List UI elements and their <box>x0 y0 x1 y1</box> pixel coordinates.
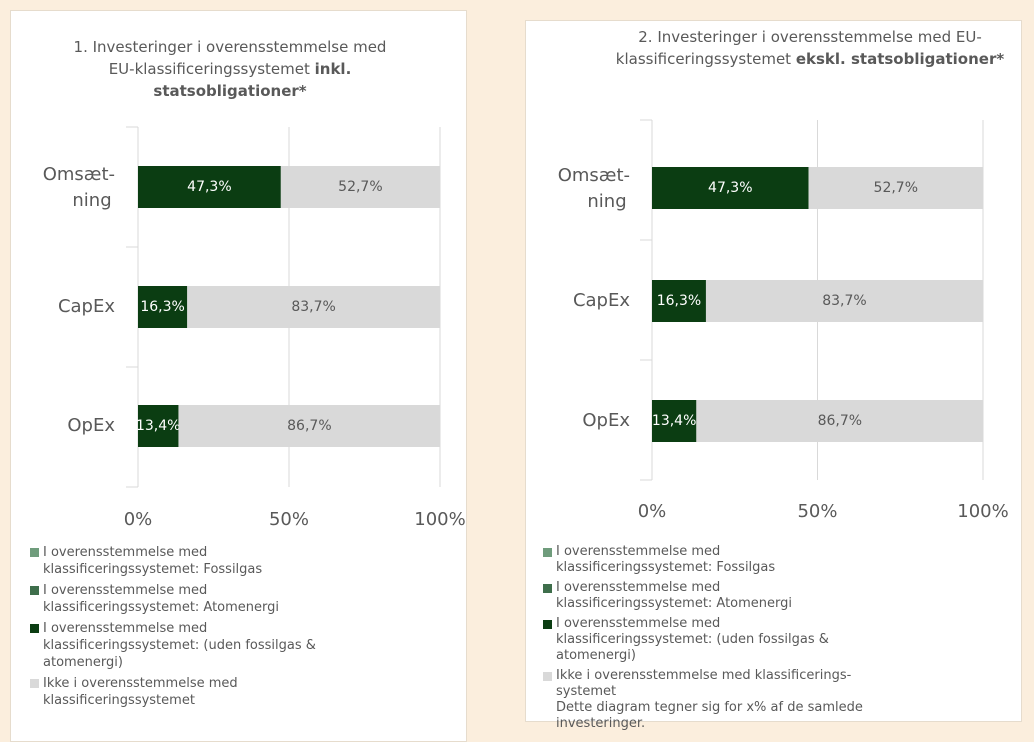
legend-label: I overensstemmelse med klassificeringssy… <box>556 544 776 575</box>
data-label: 16,3% <box>657 293 701 309</box>
data-label: 86,7% <box>287 418 331 434</box>
legend-label: Ikke i overensstemmelse med klassificeri… <box>556 668 852 699</box>
chart-title: 2. Investeringer i overensstemmelse med … <box>600 26 1020 70</box>
data-label: 47,3% <box>187 179 231 195</box>
legend-swatch <box>30 624 39 633</box>
x-tick-label: 100% <box>957 501 1008 522</box>
legend-swatch <box>30 586 39 595</box>
x-tick-label: 50% <box>269 509 309 530</box>
y-tick-label: CapEx <box>573 290 630 311</box>
legend-label: I overensstemmelse med klassificeringssy… <box>556 580 793 611</box>
bar-segment <box>178 405 441 447</box>
legend-label: I overensstemmelse med klassificeringssy… <box>556 616 829 663</box>
data-label: 86,7% <box>818 413 862 429</box>
legend-item: I overensstemmelse med klassificeringssy… <box>543 616 873 664</box>
legend-item: Ikke i overensstemmelse med klassificeri… <box>543 668 873 700</box>
y-tick-label: Omsæt-ning <box>43 164 115 211</box>
bar-segment <box>696 400 984 442</box>
data-label: 13,4% <box>136 418 180 434</box>
chart-title: 1. Investeringer i overensstemmelse med … <box>60 36 400 102</box>
legend: I overensstemmelse med klassificeringssy… <box>543 544 873 732</box>
y-tick-label-line: ning <box>72 190 111 211</box>
bar-segment <box>808 167 983 209</box>
legend-swatch <box>30 679 39 688</box>
title-bold: inkl. statsobligationer* <box>153 60 352 100</box>
bar-segment <box>280 166 440 208</box>
title-text: 1. Investeringer i overensstemmelse med … <box>73 38 387 78</box>
note: Dette diagram tegner sig for x% af de sa… <box>556 700 863 731</box>
bar-segment <box>138 405 179 447</box>
x-tick-label: 0% <box>124 509 153 530</box>
bar-segment <box>652 167 809 209</box>
y-tick-label-line: Omsæt- <box>43 164 115 185</box>
data-label: 47,3% <box>708 180 752 196</box>
legend-swatch <box>30 548 39 557</box>
bar-segment <box>138 286 188 328</box>
legend: I overensstemmelse med klassificeringssy… <box>30 544 330 713</box>
bar-segment <box>652 400 697 442</box>
legend-item: I overensstemmelse med klassificeringssy… <box>30 582 330 616</box>
panel <box>525 20 1022 722</box>
bar-segment <box>652 280 706 322</box>
bar-segment <box>138 166 281 208</box>
panel <box>10 10 467 742</box>
x-tick-label: 0% <box>638 501 667 522</box>
y-tick-label-line: Omsæt- <box>558 165 630 186</box>
bar-segment <box>705 280 983 322</box>
title-text: 2. Investeringer i overensstemmelse med … <box>615 28 982 68</box>
data-label: 13,4% <box>652 413 696 429</box>
data-label: 52,7% <box>338 179 382 195</box>
legend-label: Ikke i overensstemmelse med klassificeri… <box>43 676 238 708</box>
legend-item: Ikke i overensstemmelse med klassificeri… <box>30 675 330 709</box>
legend-swatch <box>543 620 552 629</box>
data-label: 83,7% <box>822 293 866 309</box>
y-tick-label: CapEx <box>58 296 115 317</box>
bar-segment <box>187 286 440 328</box>
title-bold: ekskl. statsobligationer* <box>795 50 1005 68</box>
data-label: 52,7% <box>874 180 918 196</box>
y-tick-label: Omsæt-ning <box>558 165 630 212</box>
y-tick-label-line: ning <box>587 191 626 212</box>
legend-label: I overensstemmelse med klassificeringssy… <box>43 621 316 670</box>
data-label: 16,3% <box>140 299 184 315</box>
legend-label: I overensstemmelse med klassificeringssy… <box>43 583 280 615</box>
legend-swatch <box>543 584 552 593</box>
x-tick-label: 50% <box>797 501 837 522</box>
legend-item: I overensstemmelse med klassificeringssy… <box>30 544 330 578</box>
legend-label: I overensstemmelse med klassificeringssy… <box>43 545 263 577</box>
legend-swatch <box>543 672 552 681</box>
legend-item: I overensstemmelse med klassificeringssy… <box>543 580 873 612</box>
legend-item: I overensstemmelse med klassificeringssy… <box>543 544 873 576</box>
legend-swatch <box>543 548 552 557</box>
x-tick-label: 100% <box>414 509 465 530</box>
data-label: 83,7% <box>291 299 335 315</box>
y-tick-label: OpEx <box>582 410 630 431</box>
legend-item: I overensstemmelse med klassificeringssy… <box>30 620 330 671</box>
y-tick-label: OpEx <box>67 415 115 436</box>
